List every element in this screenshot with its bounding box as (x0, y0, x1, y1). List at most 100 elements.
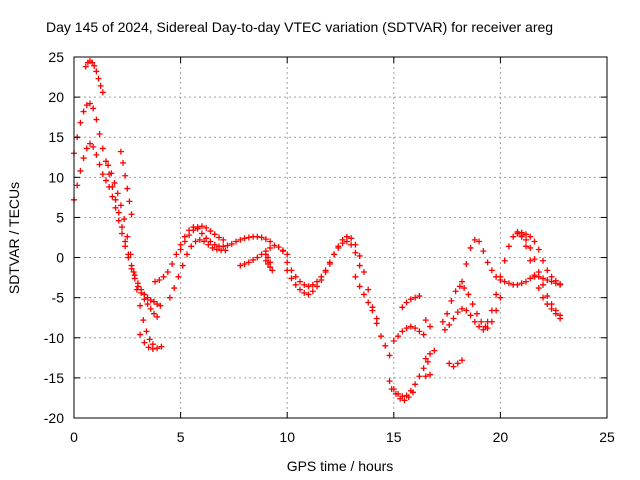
data-point (93, 116, 100, 123)
data-point (90, 105, 97, 112)
data-point (522, 231, 529, 238)
data-point (152, 278, 159, 285)
data-point (292, 273, 299, 280)
data-point (467, 312, 474, 319)
data-point (409, 389, 416, 396)
y-tick-label: 15 (48, 129, 64, 145)
data-point (114, 190, 121, 197)
data-point (540, 257, 547, 264)
data-point (552, 277, 559, 284)
data-point (117, 148, 124, 155)
data-point (544, 293, 551, 300)
data-point (254, 233, 261, 240)
data-point (305, 291, 312, 298)
data-point (86, 100, 93, 107)
plot-frame (73, 56, 608, 419)
data-point (265, 254, 272, 261)
data-point (175, 273, 182, 280)
data-point (527, 233, 534, 240)
grid (74, 57, 607, 418)
series-arc-21 (441, 294, 504, 333)
data-point (480, 248, 487, 255)
data-point (262, 257, 269, 264)
data-point (335, 243, 342, 250)
data-point (125, 254, 132, 261)
data-point (284, 259, 291, 266)
data-point (314, 283, 321, 290)
series-arc-16 (388, 386, 416, 404)
data-point (198, 230, 205, 237)
data-point (292, 281, 299, 288)
data-point (365, 286, 372, 293)
y-tick-label: -15 (44, 370, 64, 386)
data-point (446, 360, 453, 367)
data-point (459, 278, 466, 285)
data-point (484, 325, 491, 332)
data-point (171, 285, 178, 292)
data-point (140, 317, 147, 324)
data-point (150, 310, 157, 317)
y-tick-label: 5 (56, 209, 64, 225)
data-point (459, 357, 466, 364)
data-point (476, 323, 483, 330)
data-point (267, 244, 274, 251)
series-arc-19 (422, 317, 438, 380)
data-point (93, 151, 100, 158)
data-point (115, 209, 122, 216)
data-point (439, 318, 446, 325)
x-axis-label: GPS time / hours (287, 458, 394, 474)
data-point (271, 242, 278, 249)
data-point (149, 346, 156, 353)
data-point (531, 238, 538, 245)
data-point (121, 216, 128, 223)
data-point (89, 59, 96, 66)
data-point (424, 358, 431, 365)
data-point (156, 277, 163, 284)
data-point (194, 224, 201, 231)
axis-ticks: 0 5 10 15 20 25 -20 -15 -10 -5 0 5 10 15 20 25 (44, 49, 615, 445)
data-point (318, 277, 325, 284)
data-point (518, 280, 525, 287)
data-point (288, 275, 295, 282)
data-point (250, 256, 257, 263)
data-point (254, 254, 261, 261)
data-point (150, 298, 157, 305)
data-point (118, 230, 125, 237)
data-point (130, 268, 137, 275)
data-point (188, 243, 195, 250)
data-point (120, 159, 127, 166)
data-point (141, 339, 148, 346)
data-point (102, 177, 109, 184)
data-point (441, 326, 448, 333)
data-point (267, 238, 274, 245)
data-point (365, 299, 372, 306)
y-tick-label: -5 (52, 290, 65, 306)
data-point (382, 342, 389, 349)
data-point (401, 397, 408, 404)
data-point (146, 336, 153, 343)
data-point (124, 185, 131, 192)
data-point (557, 281, 564, 288)
data-point (416, 373, 423, 380)
data-point (198, 223, 205, 230)
data-point (540, 281, 547, 288)
data-point (83, 145, 90, 152)
data-point (115, 217, 122, 224)
data-point (305, 283, 312, 290)
data-point (510, 233, 517, 240)
data-point (493, 291, 500, 298)
data-point (505, 243, 512, 250)
data-point (106, 183, 113, 190)
data-point (420, 331, 427, 338)
data-point (473, 310, 480, 317)
data-point (77, 119, 84, 126)
data-point (527, 257, 534, 264)
data-point (527, 244, 534, 251)
series-arc-3 (71, 140, 161, 320)
data-point (448, 297, 455, 304)
data-point (373, 315, 380, 322)
data-point (356, 283, 363, 290)
series-arc-18 (399, 293, 423, 311)
data-point (497, 273, 504, 280)
